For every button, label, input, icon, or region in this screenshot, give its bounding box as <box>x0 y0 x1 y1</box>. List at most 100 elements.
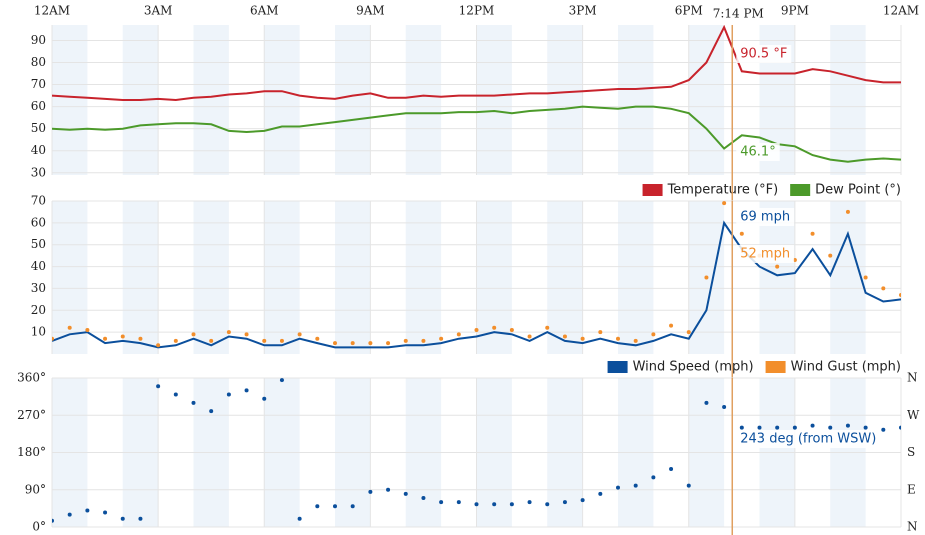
scatter-point <box>386 487 391 492</box>
hour-band <box>193 201 229 354</box>
scatter-point <box>173 392 178 397</box>
x-tick-label: 12AM <box>34 4 70 18</box>
annotation: 243 deg (from WSW) <box>740 432 876 447</box>
scatter-point <box>704 400 709 405</box>
scatter-point <box>881 427 886 432</box>
scatter-point <box>138 516 143 521</box>
scatter-point <box>828 425 833 430</box>
gust-dot <box>651 332 656 337</box>
x-tick-label: 12AM <box>883 4 919 18</box>
gust-dot <box>138 336 143 341</box>
scatter-point <box>350 504 355 509</box>
annotation: 52 mph <box>740 247 790 262</box>
gust-dot <box>562 334 567 339</box>
scatter-point <box>262 396 267 401</box>
annotation-bg <box>736 245 795 263</box>
gust-dot <box>173 338 178 343</box>
legend-label: Wind Gust (mph) <box>791 360 901 375</box>
y-tick-label: 30 <box>31 281 46 295</box>
gust-dot <box>722 201 727 206</box>
annotation: 69 mph <box>740 210 790 225</box>
y-tick-label: 90 <box>31 33 46 47</box>
gust-dot <box>686 330 691 335</box>
scatter-point <box>527 500 532 505</box>
legend-swatch <box>642 184 663 196</box>
scatter-point <box>722 404 727 409</box>
hour-band <box>547 25 583 175</box>
scatter-point <box>669 467 674 472</box>
scatter-point <box>226 392 231 397</box>
series-line <box>52 220 901 349</box>
scatter-point <box>545 502 550 507</box>
hour-band <box>830 201 866 354</box>
x-tick-label: 9PM <box>781 4 809 18</box>
scatter-point <box>863 425 868 430</box>
gust-dot <box>244 332 249 337</box>
scatter-point <box>509 502 514 507</box>
scatter-point <box>120 516 125 521</box>
plot-area <box>52 25 901 163</box>
gust-dot <box>191 332 196 337</box>
scatter-point <box>315 504 320 509</box>
gust-dot <box>209 338 214 343</box>
hour-band <box>335 25 371 175</box>
scatter-point <box>85 508 90 513</box>
gust-dot <box>52 336 54 341</box>
y-tick-label: 80 <box>31 55 46 69</box>
annotation-bg <box>736 430 881 448</box>
hour-band <box>618 201 654 354</box>
legend-swatch <box>790 184 811 196</box>
gust-dot <box>456 332 461 337</box>
gust-dot <box>616 336 620 341</box>
scatter-point <box>562 500 567 505</box>
legend-swatch <box>765 361 786 373</box>
plot-area <box>52 201 901 349</box>
scatter-point <box>792 425 797 430</box>
y-tick-label: 70 <box>31 194 46 208</box>
gust-dot <box>863 275 868 280</box>
x-tick-label: 3PM <box>569 4 597 18</box>
hour-band <box>264 201 300 354</box>
gust-dot <box>739 231 744 236</box>
gust-dot <box>262 338 267 343</box>
gust-dot <box>315 336 320 341</box>
hour-band <box>264 25 300 175</box>
hour-band <box>688 25 725 175</box>
gust-dot <box>545 325 550 330</box>
y-tick-label: 180° <box>17 445 46 459</box>
y-tick-label: 60 <box>31 215 46 229</box>
gust-dot <box>509 327 514 332</box>
y-tick-label: 70 <box>31 77 46 91</box>
plot-area <box>52 378 901 523</box>
x-tick-label: 6AM <box>250 4 279 18</box>
annotation-bg <box>736 208 795 226</box>
scatter-point <box>633 483 638 488</box>
series-line <box>52 25 901 102</box>
gust-dot <box>226 330 231 335</box>
hour-band <box>193 25 229 175</box>
y-tick-label: 30 <box>31 165 46 179</box>
scatter-point <box>191 400 196 405</box>
y2-tick-label: N <box>907 520 918 534</box>
gust-dot <box>368 341 373 346</box>
gust-dot <box>704 275 709 280</box>
hour-band <box>122 201 159 354</box>
gust-dot <box>120 334 125 339</box>
gust-dot <box>279 338 284 343</box>
scatter-point <box>209 409 214 414</box>
hour-band <box>759 201 795 354</box>
scatter-point <box>775 425 780 430</box>
scatter-point <box>474 502 479 507</box>
scatter-point <box>333 504 337 509</box>
gust-dot <box>333 341 337 346</box>
scatter-point <box>757 425 762 430</box>
scatter-point <box>739 425 744 430</box>
scatter-point <box>156 384 161 389</box>
gust-dot <box>85 327 90 332</box>
gust-dot <box>527 334 532 339</box>
hour-band <box>405 201 442 354</box>
gust-dot <box>775 264 780 269</box>
scatter-point <box>686 483 691 488</box>
y-tick-label: 10 <box>31 325 46 339</box>
y-tick-label: 50 <box>31 237 46 251</box>
